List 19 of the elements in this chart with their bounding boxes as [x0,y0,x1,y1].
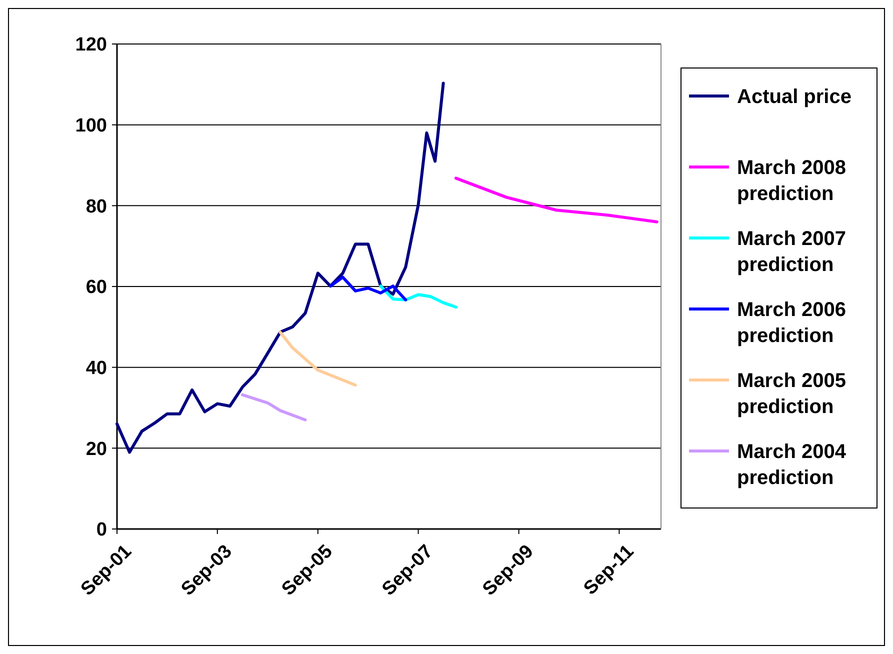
y-tick-label: 40 [86,358,107,379]
line-series [454,176,658,224]
legend-label: March 2008 prediction [737,157,846,205]
y-tick-label: 100 [75,115,107,136]
line-series [116,82,445,454]
legend-label: March 2007 prediction [737,228,846,276]
legend-label: March 2004 prediction [737,441,847,489]
y-tick-label: 120 [75,34,107,56]
line-series [328,276,408,302]
line-series [278,330,357,387]
legend-label: March 2006 prediction [737,299,846,347]
line-series [379,284,458,309]
line-series [240,393,307,422]
y-tick-label: 80 [86,196,107,218]
y-tick-label: 60 [86,277,107,298]
legend-label: March 2005 prediction [737,370,846,418]
y-tick-label: 20 [86,438,107,460]
y-tick-label: 0 [96,520,107,541]
legend-label: Actual price [737,86,852,108]
